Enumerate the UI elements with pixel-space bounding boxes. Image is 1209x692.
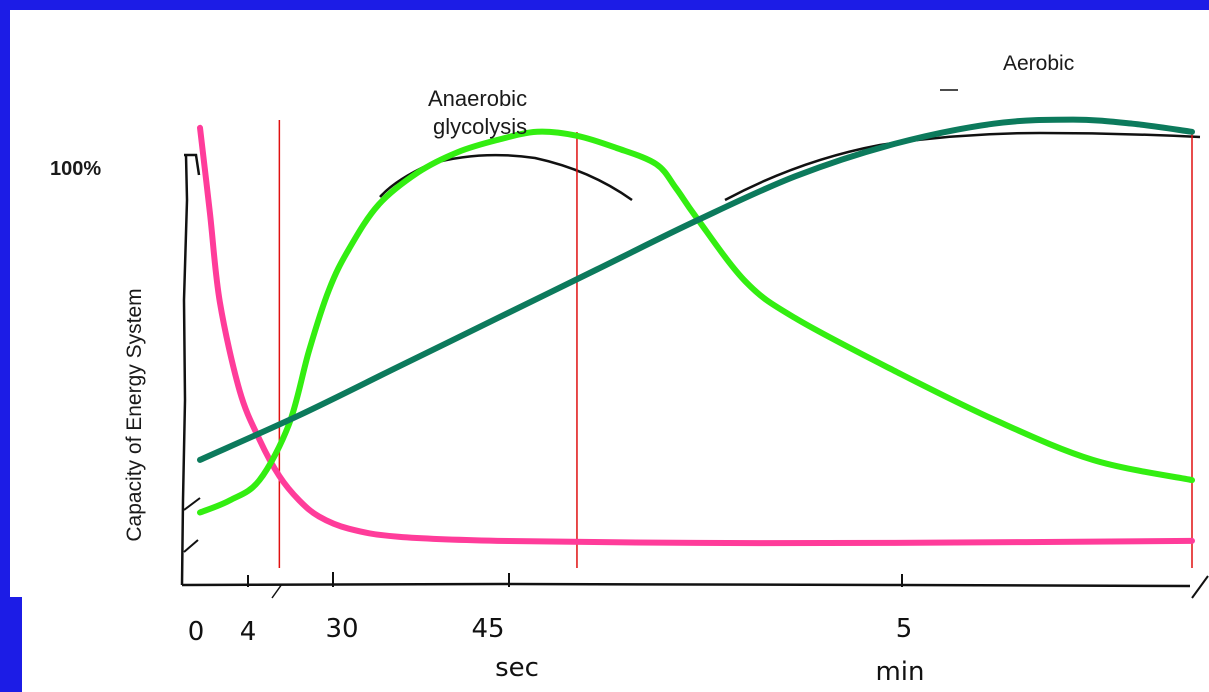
series-lines — [197, 116, 1195, 547]
x-unit-sec: sec — [495, 653, 539, 683]
xtick-label-5: 5 — [896, 614, 913, 644]
x-axis-line — [181, 582, 1191, 588]
printed-capacity-curves — [379, 89, 1201, 202]
xtick-label-30: 30 — [325, 614, 358, 644]
marker-lines — [278, 120, 1193, 568]
axes — [180, 153, 1209, 599]
x-axis-end-mark — [1191, 575, 1209, 599]
glycolysis-capacity-arc — [379, 153, 633, 202]
aerobic-capacity-arc — [724, 131, 1201, 202]
xtick-label-4: 4 — [240, 617, 257, 647]
series-line-atp_pc — [197, 124, 1195, 547]
series-line-aerobic — [197, 116, 1195, 463]
y-axis-top-bracket — [184, 153, 201, 176]
y-axis-line — [180, 154, 189, 586]
anaerobic-label: Anaerobic — [428, 86, 527, 111]
y-axis-mark-bottom — [183, 539, 199, 553]
y-axis-mark-lower — [183, 497, 201, 511]
glycolysis-label: glycolysis — [433, 114, 527, 139]
chart-panel — [10, 10, 1209, 692]
xtick-label-0: 0 — [188, 617, 205, 647]
y-axis-title: Capacity of Energy System — [123, 288, 146, 541]
ytick-100-label: 100% — [50, 158, 101, 180]
series-line-glycolysis — [197, 128, 1195, 516]
x-axis-break-mark — [271, 583, 283, 599]
xtick-label-45: 45 — [471, 614, 504, 644]
aerobic-label: Aerobic — [1003, 52, 1074, 75]
x-unit-min: min — [875, 657, 924, 687]
